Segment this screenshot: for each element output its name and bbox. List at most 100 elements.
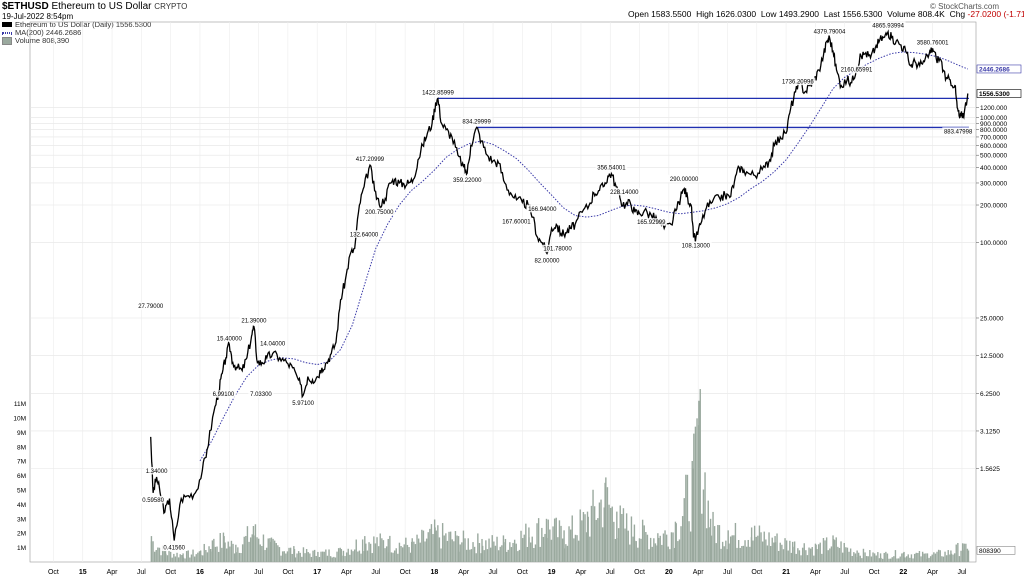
volume-bar bbox=[698, 400, 700, 562]
volume-bar bbox=[856, 550, 858, 562]
volume-bar bbox=[193, 556, 196, 562]
volume-bar bbox=[603, 507, 605, 562]
volume-bar bbox=[854, 553, 857, 562]
volume-bar bbox=[440, 548, 442, 562]
volume-bar bbox=[478, 543, 481, 562]
volume-bar bbox=[853, 552, 855, 562]
volume-bar bbox=[169, 551, 172, 562]
volume-bar bbox=[643, 525, 645, 562]
volume-bar bbox=[958, 556, 961, 562]
annotation-label: 4379.79004 bbox=[814, 29, 846, 35]
symbol-title: $ETHUSD Ethereum to US Dollar CRYPTO bbox=[2, 1, 187, 12]
volume-bar bbox=[873, 553, 876, 562]
volume-bar bbox=[184, 558, 186, 562]
volume-bar bbox=[517, 551, 519, 562]
volume-bar bbox=[344, 556, 346, 562]
volume-bar bbox=[449, 531, 452, 562]
volume-bar bbox=[461, 542, 463, 562]
volume-bar bbox=[910, 554, 913, 562]
annotation-bg bbox=[348, 230, 380, 238]
volume-bar bbox=[462, 530, 465, 562]
volume-bar bbox=[349, 554, 351, 562]
volume-bar bbox=[733, 535, 735, 562]
legend-ma: MA(200) 2446.2686 bbox=[2, 28, 81, 37]
exchange: CRYPTO bbox=[154, 2, 188, 11]
ma-value-label: 2446.2686 bbox=[979, 66, 1010, 73]
volume-bar bbox=[811, 547, 813, 562]
volume-bar bbox=[456, 535, 458, 562]
volume-bar bbox=[225, 548, 228, 562]
y-tick-label: 300.0000 bbox=[980, 180, 1007, 187]
annotation-bg bbox=[811, 27, 847, 35]
volume-bar bbox=[523, 534, 525, 562]
volume-bar bbox=[713, 526, 716, 562]
volume-bar bbox=[822, 538, 825, 562]
volume-bar bbox=[291, 553, 293, 562]
volume-bar bbox=[699, 389, 701, 562]
x-tick-label: Oct bbox=[869, 569, 880, 576]
volume-bar bbox=[629, 544, 631, 562]
volume-bar bbox=[469, 549, 471, 562]
volume-bar bbox=[739, 547, 741, 562]
volume-bar bbox=[238, 552, 241, 562]
volume-bar bbox=[166, 555, 169, 562]
volume-bar bbox=[848, 551, 850, 562]
volume-bar bbox=[507, 549, 509, 562]
volume-bar bbox=[624, 528, 626, 562]
volume-bar bbox=[293, 549, 296, 562]
volume-bar bbox=[397, 553, 399, 562]
y-tick-label: 1.5625 bbox=[980, 466, 1000, 473]
volume-bar bbox=[675, 523, 677, 562]
volume-bar bbox=[227, 541, 229, 562]
volume-bar bbox=[773, 542, 775, 562]
annotation-label: 167.60001 bbox=[502, 220, 531, 226]
volume-bar bbox=[419, 542, 421, 562]
price-line bbox=[150, 29, 969, 541]
volume-bar bbox=[789, 540, 791, 562]
y-tick-label: 100.0000 bbox=[980, 240, 1007, 247]
annotation-bg bbox=[668, 174, 700, 183]
volume-bar bbox=[600, 499, 602, 562]
x-tick-label: Oct bbox=[165, 569, 176, 576]
volume-bar bbox=[877, 552, 879, 562]
volume-bar bbox=[721, 541, 724, 562]
annotation-label: 1422.85999 bbox=[422, 90, 454, 96]
volume-bar bbox=[801, 547, 804, 562]
volume-tick-label: 5M bbox=[17, 488, 26, 495]
volume-bar bbox=[709, 518, 712, 562]
volume-bar bbox=[672, 532, 674, 562]
volume-bar bbox=[576, 535, 578, 562]
annotation-bg bbox=[210, 390, 236, 398]
volume-bar bbox=[960, 550, 962, 562]
volume-bar bbox=[765, 539, 767, 562]
volume-bar bbox=[611, 506, 613, 562]
legend-ma-text: MA(200) 2446.2686 bbox=[15, 28, 82, 37]
volume-bar bbox=[879, 553, 882, 562]
volume-tick-label: 3M bbox=[17, 516, 26, 523]
volume-bar bbox=[189, 557, 191, 562]
volume-bar bbox=[641, 519, 644, 562]
x-tick-label: Apr bbox=[927, 569, 939, 576]
volume-bar bbox=[604, 482, 606, 562]
volume-bar bbox=[657, 533, 659, 562]
volume-bar bbox=[525, 523, 527, 562]
volume-bar bbox=[819, 542, 821, 562]
volume-bar bbox=[304, 553, 306, 562]
volume-bar bbox=[781, 544, 783, 562]
ma-value-label-box bbox=[976, 64, 1022, 74]
volume-bar bbox=[427, 532, 429, 562]
volume-bar bbox=[664, 530, 666, 562]
volume-bar bbox=[243, 536, 245, 562]
y-tick-label: 12.5000 bbox=[980, 353, 1004, 360]
volume-bar bbox=[430, 524, 433, 562]
annotation-bg bbox=[608, 187, 641, 196]
volume-bar bbox=[768, 532, 770, 562]
volume-bar bbox=[158, 547, 161, 562]
volume-bar bbox=[741, 546, 743, 562]
volume-bar bbox=[640, 538, 642, 562]
volume-bar bbox=[670, 532, 673, 562]
volume-bar bbox=[701, 513, 703, 562]
volume-bar bbox=[669, 549, 671, 562]
annotation-bg bbox=[780, 77, 816, 86]
volume-bar bbox=[557, 537, 559, 562]
